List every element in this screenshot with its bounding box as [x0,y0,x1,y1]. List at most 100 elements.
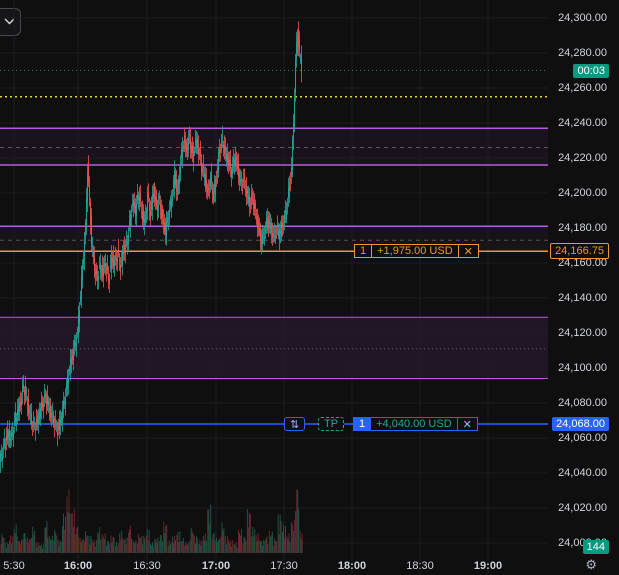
volume-bar [135,540,137,553]
candle-body [157,206,158,211]
volume-bar [217,542,218,553]
volume-bar [251,536,253,553]
volume-bar [198,543,200,553]
candle-body [167,217,168,222]
volume-bar [42,548,43,553]
volume-bar [32,526,34,553]
candle-body [169,210,170,218]
price-chart[interactable] [0,0,548,575]
candle-body [223,144,224,148]
candle-body [254,203,255,210]
volume-bar [192,533,194,553]
candle-body [172,196,173,202]
volume-bar [131,538,132,553]
candle-body [284,214,285,223]
candle-body [218,152,219,172]
candle-body [298,29,299,47]
volume-bar [248,512,250,553]
position-pnl[interactable]: +1,975.00 USD [372,244,459,259]
candle-body [12,432,13,435]
candle-body [159,196,160,199]
take-profit-order-line[interactable]: 1 +4,040.00 USD ✕ [353,417,478,431]
candle-body [150,211,151,219]
volume-bar [34,530,36,553]
candle-body [14,421,15,424]
cancel-tp-button[interactable]: ✕ [457,417,478,431]
position-qty[interactable]: 1 [354,244,373,259]
volume-bar [288,533,290,553]
candle-body [244,174,245,179]
volume-bar [55,532,57,553]
volume-bar [297,490,299,553]
candle-body [105,263,106,268]
candle-body [276,229,277,231]
candle-body [13,432,14,438]
volume-bar [41,544,42,553]
candle-body [266,218,267,224]
candle-body [1,454,2,456]
candle-body [190,138,191,149]
tp-qty[interactable]: 1 [353,417,372,431]
take-profit-label[interactable]: TP [318,417,345,431]
close-position-button[interactable]: ✕ [458,244,479,259]
volume-bar [225,544,227,553]
candle-body [174,170,175,189]
candle-body [208,188,209,190]
candle-body [296,42,297,58]
volume-bar [47,537,49,553]
volume-bar [245,541,247,553]
volume-bar [126,537,128,553]
candle-body [297,35,298,53]
candle-body [176,178,177,192]
volume-bar [218,540,219,553]
volume-bar [274,537,276,553]
volume-bar [1,533,3,553]
gear-icon[interactable]: ⚙ [585,557,597,572]
position-order-line[interactable]: 1 +1,975.00 USD ✕ [354,244,479,259]
candle-body [71,357,72,364]
candle-body [85,222,86,238]
volume-bar [232,540,234,553]
price-axis[interactable]: 24,300.00 24,280.00 24,260.00 24,240.00 24,2… [548,0,619,575]
collapse-toggle[interactable] [0,8,21,36]
volume-bar [169,543,171,553]
volume-bar [22,539,24,553]
candle-body [29,410,30,413]
volume-bar [170,541,172,553]
volume-bar [102,536,104,553]
candle-body [192,145,193,154]
candle-body [43,404,44,410]
candle-body [235,157,236,166]
candle-body [195,140,196,143]
volume-bar [285,525,286,553]
candle-body [285,209,286,213]
volume-bar [236,547,238,553]
volume-bar [190,527,192,553]
candle-body [248,195,249,202]
volume-bar [219,538,220,553]
volume-bar [240,535,241,553]
candle-body [41,402,42,410]
volume-bar [21,539,22,553]
candle-body [214,185,215,192]
tp-pnl[interactable]: +4,040.00 USD [371,417,458,431]
candle-body [80,296,81,302]
candle-body [165,224,166,235]
candle-body [83,259,84,264]
volume-bar [229,542,231,553]
volume-bar [70,513,72,553]
candle-body [227,153,228,164]
candle-body [231,170,232,178]
candle-body [127,241,128,246]
candle-body [139,196,140,203]
reverse-button[interactable]: ⇅ [284,417,306,431]
volume-bar [166,524,168,553]
volume-bar [270,535,272,553]
candle-body [54,425,55,428]
candle-body [181,149,182,157]
volume-bar [163,522,165,553]
volume-bar [158,541,160,553]
candle-body [279,228,280,241]
volume-bar [196,536,197,553]
candle-body [67,377,68,389]
